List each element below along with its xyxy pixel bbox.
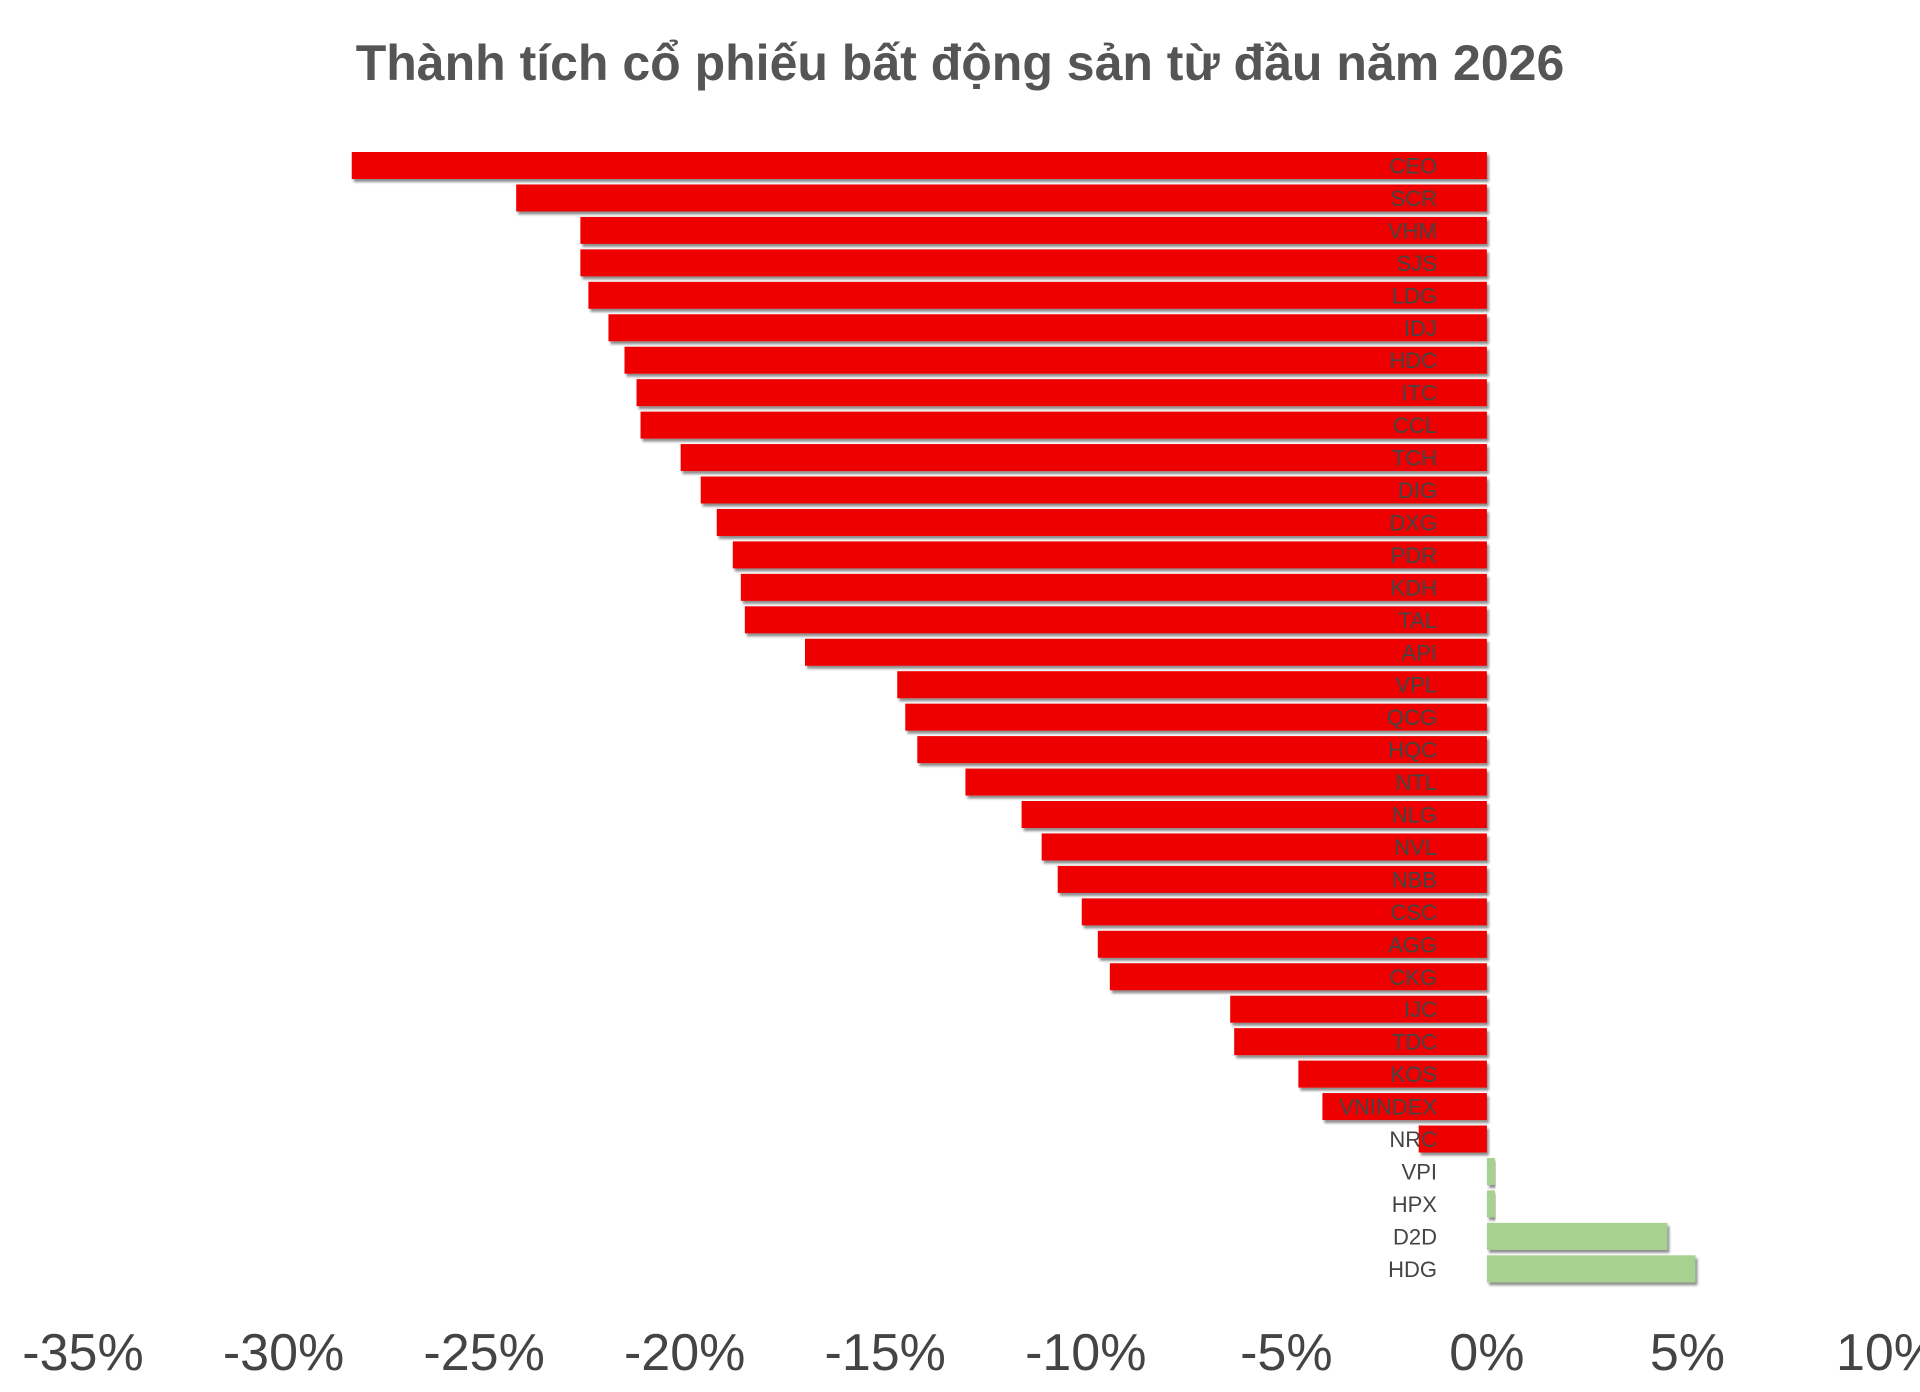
x-tick-label: -30% (223, 1324, 344, 1382)
category-label-kdh: KDH (1391, 575, 1437, 600)
x-tick-label: 10% (1836, 1324, 1920, 1382)
bar-vpi (1486, 1157, 1495, 1185)
x-axis-ticks-group: -35% -30% -25% -20% -15% -10% -5% 0% 5% 10% (22, 1324, 1920, 1382)
x-tick-label: -20% (624, 1324, 745, 1382)
category-label-hdg: HDG (1388, 1257, 1437, 1282)
bar-hqc (917, 736, 1487, 764)
bar-itc (636, 379, 1487, 407)
category-labels-group: CEO SCR VHM SJS LDG IDJ HDC ITC CCL TCH DIG DXG PDR K… (1339, 154, 1437, 1282)
bar-dxg (716, 508, 1487, 536)
bar-hdg (1486, 1255, 1696, 1283)
bar-tal (744, 606, 1487, 634)
category-label-agg: AGG (1388, 932, 1437, 957)
bar-ntl (965, 768, 1487, 796)
x-tick-label: -35% (22, 1324, 143, 1382)
bar-ldg (588, 281, 1487, 309)
category-label-tdc: TDC (1392, 1030, 1437, 1055)
bar-tdc (1234, 1028, 1487, 1056)
category-label-hdc: HDC (1389, 348, 1437, 373)
bar-vhm (580, 216, 1487, 244)
bar-d2d (1486, 1222, 1668, 1250)
category-label-kos: KOS (1391, 1062, 1437, 1087)
category-label-vnindex: VNINDEX (1339, 1095, 1437, 1120)
bar-nrc (1418, 1125, 1487, 1153)
bar-ccl (640, 411, 1487, 439)
bar-idj (608, 314, 1487, 342)
bar-tch (680, 444, 1487, 472)
category-label-dxg: DXG (1389, 510, 1437, 535)
bar-ckg (1109, 963, 1487, 991)
category-label-ntl: NTL (1395, 770, 1437, 795)
category-label-nvl: NVL (1394, 835, 1437, 860)
x-tick-label: -5% (1240, 1324, 1332, 1382)
bar-nvl (1041, 833, 1487, 861)
x-tick-label: -10% (1025, 1324, 1146, 1382)
bar-kdh (740, 573, 1487, 601)
bar-csc (1081, 898, 1487, 926)
bar-ceo (351, 152, 1487, 179)
category-label-ldg: LDG (1392, 283, 1437, 308)
x-tick-label: 5% (1650, 1324, 1725, 1382)
category-label-qcg: QCG (1387, 705, 1437, 730)
category-label-csc: CSC (1391, 900, 1438, 925)
category-label-idj: IDJ (1404, 316, 1437, 341)
category-label-vhm: VHM (1388, 218, 1437, 243)
bar-hdc (624, 346, 1487, 374)
bar-nlg (1021, 801, 1487, 828)
bar-sjs (580, 249, 1487, 277)
bar-vnindex (1322, 1093, 1487, 1121)
x-tick-label: 0% (1449, 1324, 1524, 1382)
category-label-ijc: IJC (1404, 997, 1437, 1022)
category-label-d2d: D2D (1393, 1224, 1437, 1249)
category-label-itc: ITC (1402, 381, 1438, 406)
category-label-pdr: PDR (1391, 543, 1437, 568)
bar-kos (1298, 1060, 1487, 1088)
category-label-vpl: VPL (1395, 673, 1437, 698)
category-label-tch: TCH (1392, 446, 1437, 471)
bar-agg (1097, 930, 1487, 958)
bars-group (351, 152, 1696, 1283)
category-label-sjs: SJS (1397, 251, 1437, 276)
bar-scr (516, 184, 1487, 212)
x-tick-label: -25% (423, 1324, 544, 1382)
category-label-dig: DIG (1398, 478, 1437, 503)
category-label-hqc: HQC (1388, 738, 1437, 763)
category-label-hpx: HPX (1392, 1192, 1438, 1217)
x-tick-label: -15% (825, 1324, 946, 1382)
bar-nbb (1057, 865, 1487, 893)
bar-api (805, 638, 1487, 666)
category-label-tal: TAL (1398, 608, 1437, 633)
bar-dig (700, 476, 1487, 504)
category-label-ccl: CCL (1393, 413, 1437, 438)
category-label-vpi: VPI (1402, 1159, 1437, 1184)
bar-pdr (732, 541, 1487, 569)
category-label-ceo: CEO (1389, 154, 1437, 179)
category-label-scr: SCR (1391, 186, 1437, 211)
category-label-nbb: NBB (1392, 867, 1437, 892)
bar-qcg (905, 703, 1487, 731)
category-label-nrc: NRC (1389, 1127, 1437, 1152)
bar-hpx (1486, 1190, 1495, 1218)
category-label-nlg: NLG (1392, 803, 1437, 828)
bar-ijc (1230, 995, 1487, 1023)
chart-title: Thành tích cổ phiếu bất động sản từ đầu … (355, 35, 1565, 91)
bar-vpl (897, 671, 1487, 699)
category-label-ckg: CKG (1389, 965, 1437, 990)
category-label-api: API (1402, 640, 1437, 665)
